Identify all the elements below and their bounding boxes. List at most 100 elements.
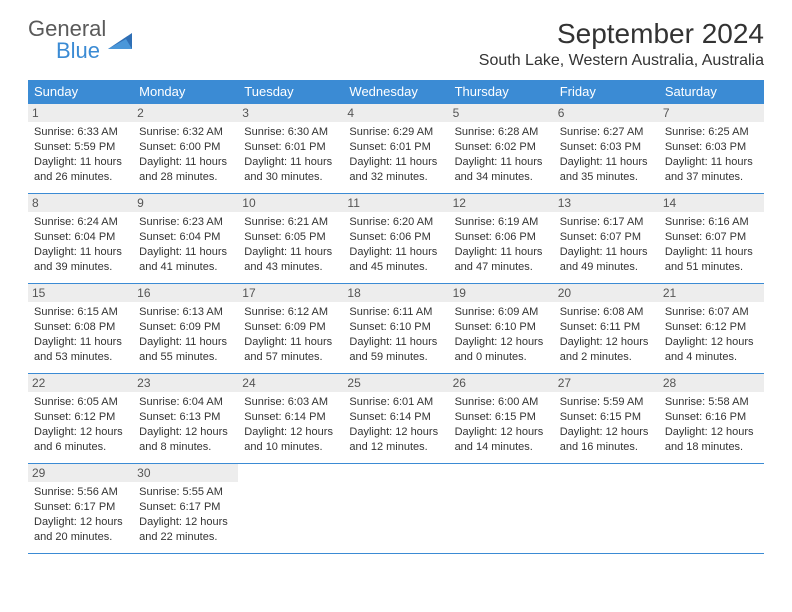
day-number: 17	[238, 284, 343, 302]
sunset-text: Sunset: 6:13 PM	[139, 410, 232, 425]
sunset-text: Sunset: 6:03 PM	[560, 140, 653, 155]
day-number: 30	[133, 464, 238, 482]
day-number: 10	[238, 194, 343, 212]
day-number: 27	[554, 374, 659, 392]
calendar-day-cell: 29 Sunrise: 5:56 AMSunset: 6:17 PMDayligh…	[28, 464, 133, 554]
daylight-line-1: Daylight: 11 hours	[244, 245, 337, 260]
calendar-day-cell: 28Sunrise: 5:58 AMSunset: 6:16 PMDayligh…	[659, 374, 764, 464]
sunrise-text: Sunrise: 6:17 AM	[560, 215, 653, 230]
daylight-line-2: and 6 minutes.	[34, 440, 127, 455]
sunset-text: Sunset: 6:14 PM	[244, 410, 337, 425]
day-details: Sunrise: 6:04 AMSunset: 6:13 PMDaylight:…	[139, 395, 232, 454]
weekday-header: Sunday	[28, 80, 133, 104]
daylight-line-2: and 47 minutes.	[455, 260, 548, 275]
brand-triangle-icon	[108, 31, 134, 51]
day-number: 2	[133, 104, 238, 122]
day-number: 15	[28, 284, 133, 302]
day-number: 29	[28, 464, 133, 482]
daylight-line-2: and 55 minutes.	[139, 350, 232, 365]
sunrise-text: Sunrise: 6:16 AM	[665, 215, 758, 230]
calendar-day-cell: 11Sunrise: 6:20 AMSunset: 6:06 PMDayligh…	[343, 194, 448, 284]
calendar-day-cell: 20Sunrise: 6:08 AMSunset: 6:11 PMDayligh…	[554, 284, 659, 374]
weekday-header: Friday	[554, 80, 659, 104]
daylight-line-2: and 34 minutes.	[455, 170, 548, 185]
day-number-empty	[659, 464, 764, 482]
day-number: 25	[343, 374, 448, 392]
sunrise-text: Sunrise: 6:32 AM	[139, 125, 232, 140]
day-number: 8	[28, 194, 133, 212]
daylight-line-1: Daylight: 11 hours	[665, 155, 758, 170]
calendar-day-cell: 7Sunrise: 6:25 AMSunset: 6:03 PMDaylight…	[659, 104, 764, 194]
sunrise-text: Sunrise: 6:29 AM	[349, 125, 442, 140]
daylight-line-2: and 18 minutes.	[665, 440, 758, 455]
weekday-header: Thursday	[449, 80, 554, 104]
daylight-line-2: and 45 minutes.	[349, 260, 442, 275]
daylight-line-2: and 22 minutes.	[139, 530, 232, 545]
sunrise-text: Sunrise: 6:04 AM	[139, 395, 232, 410]
sunrise-text: Sunrise: 6:13 AM	[139, 305, 232, 320]
brand-logo: General Blue	[28, 18, 134, 62]
sunrise-text: Sunrise: 6:00 AM	[455, 395, 548, 410]
day-details: Sunrise: 5:56 AMSunset: 6:17 PMDaylight:…	[34, 485, 127, 544]
sunset-text: Sunset: 6:14 PM	[349, 410, 442, 425]
sunset-text: Sunset: 6:00 PM	[139, 140, 232, 155]
calendar-day-cell	[449, 464, 554, 554]
day-details: Sunrise: 6:32 AMSunset: 6:00 PMDaylight:…	[139, 125, 232, 184]
daylight-line-2: and 49 minutes.	[560, 260, 653, 275]
calendar-body: 1Sunrise: 6:33 AMSunset: 5:59 PMDaylight…	[28, 104, 764, 554]
day-number: 5	[449, 104, 554, 122]
day-number-empty	[238, 464, 343, 482]
sunrise-text: Sunrise: 6:08 AM	[560, 305, 653, 320]
calendar-day-cell: 25Sunrise: 6:01 AMSunset: 6:14 PMDayligh…	[343, 374, 448, 464]
calendar-day-cell: 17 Sunrise: 6:12 AMSunset: 6:09 PMDayligh…	[238, 284, 343, 374]
sunset-text: Sunset: 6:10 PM	[349, 320, 442, 335]
day-details: Sunrise: 6:30 AMSunset: 6:01 PMDaylight:…	[244, 125, 337, 184]
sunrise-text: Sunrise: 6:23 AM	[139, 215, 232, 230]
sunset-text: Sunset: 5:59 PM	[34, 140, 127, 155]
calendar-day-cell: 4Sunrise: 6:29 AMSunset: 6:01 PMDaylight…	[343, 104, 448, 194]
location: South Lake, Western Australia, Australia	[479, 52, 764, 70]
daylight-line-2: and 57 minutes.	[244, 350, 337, 365]
daylight-line-2: and 28 minutes.	[139, 170, 232, 185]
calendar-day-cell: 19Sunrise: 6:09 AMSunset: 6:10 PMDayligh…	[449, 284, 554, 374]
calendar-day-cell: 8 Sunrise: 6:24 AMSunset: 6:04 PMDaylight…	[28, 194, 133, 284]
sunrise-text: Sunrise: 6:09 AM	[455, 305, 548, 320]
sunset-text: Sunset: 6:06 PM	[349, 230, 442, 245]
daylight-line-2: and 59 minutes.	[349, 350, 442, 365]
brand-bottom: Blue	[28, 38, 100, 63]
day-details: Sunrise: 6:03 AMSunset: 6:14 PMDaylight:…	[244, 395, 337, 454]
day-details: Sunrise: 6:13 AMSunset: 6:09 PMDaylight:…	[139, 305, 232, 364]
calendar-day-cell: 9Sunrise: 6:23 AMSunset: 6:04 PMDaylight…	[133, 194, 238, 284]
day-details: Sunrise: 6:00 AMSunset: 6:15 PMDaylight:…	[455, 395, 548, 454]
day-details: Sunrise: 6:27 AMSunset: 6:03 PMDaylight:…	[560, 125, 653, 184]
daylight-line-1: Daylight: 12 hours	[34, 515, 127, 530]
weekday-header: Saturday	[659, 80, 764, 104]
calendar-day-cell: 18Sunrise: 6:11 AMSunset: 6:10 PMDayligh…	[343, 284, 448, 374]
sunrise-text: Sunrise: 6:30 AM	[244, 125, 337, 140]
calendar-day-cell: 30Sunrise: 5:55 AMSunset: 6:17 PMDayligh…	[133, 464, 238, 554]
daylight-line-2: and 16 minutes.	[560, 440, 653, 455]
sunset-text: Sunset: 6:04 PM	[139, 230, 232, 245]
calendar-day-cell	[343, 464, 448, 554]
daylight-line-1: Daylight: 12 hours	[139, 425, 232, 440]
sunset-text: Sunset: 6:03 PM	[665, 140, 758, 155]
calendar-day-cell: 22Sunrise: 6:05 AMSunset: 6:12 PMDayligh…	[28, 374, 133, 464]
sunset-text: Sunset: 6:01 PM	[244, 140, 337, 155]
day-details: Sunrise: 6:19 AMSunset: 6:06 PMDaylight:…	[455, 215, 548, 274]
day-details: Sunrise: 6:12 AMSunset: 6:09 PMDaylight:…	[244, 305, 337, 364]
daylight-line-2: and 53 minutes.	[34, 350, 127, 365]
day-details: Sunrise: 6:24 AMSunset: 6:04 PMDaylight:…	[34, 215, 127, 274]
daylight-line-1: Daylight: 11 hours	[665, 245, 758, 260]
daylight-line-2: and 30 minutes.	[244, 170, 337, 185]
daylight-line-1: Daylight: 11 hours	[349, 335, 442, 350]
day-number-empty	[449, 464, 554, 482]
sunset-text: Sunset: 6:07 PM	[665, 230, 758, 245]
sunrise-text: Sunrise: 6:03 AM	[244, 395, 337, 410]
day-details: Sunrise: 6:29 AMSunset: 6:01 PMDaylight:…	[349, 125, 442, 184]
sunset-text: Sunset: 6:15 PM	[560, 410, 653, 425]
sunset-text: Sunset: 6:17 PM	[139, 500, 232, 515]
calendar-day-cell: 24Sunrise: 6:03 AMSunset: 6:14 PMDayligh…	[238, 374, 343, 464]
sunset-text: Sunset: 6:15 PM	[455, 410, 548, 425]
daylight-line-1: Daylight: 11 hours	[139, 245, 232, 260]
daylight-line-1: Daylight: 11 hours	[455, 155, 548, 170]
